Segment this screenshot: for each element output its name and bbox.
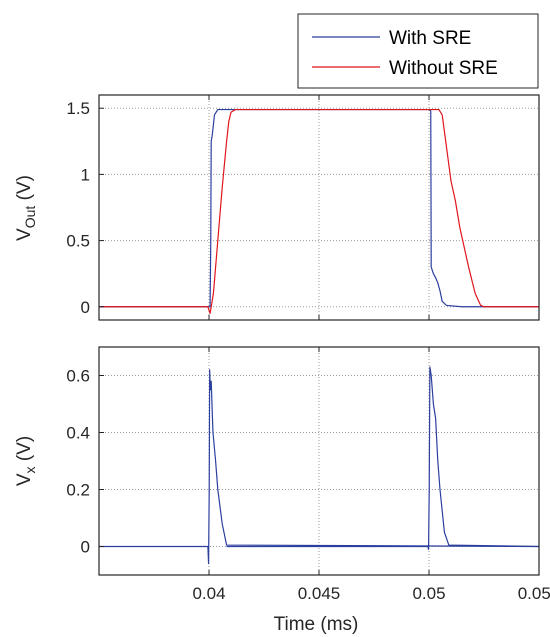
vx-series <box>99 366 540 565</box>
legend-label-with-sre: With SRE <box>389 28 471 49</box>
vx-ticks: 0.04 0.045 0.05 0.055 0 0.2 0.4 0.6 <box>66 347 550 603</box>
legend-label-without-sre: Without SRE <box>389 58 498 79</box>
vx-x-tick-label: 0.055 <box>518 584 550 603</box>
legend-box <box>297 13 539 89</box>
vout-series <box>99 108 539 314</box>
vout-y-tick-label: 1 <box>81 165 90 184</box>
vout-series-with-sre <box>99 108 539 308</box>
vx-x-tick-label: 0.04 <box>192 584 225 603</box>
vx-series-with-sre <box>99 369 540 565</box>
vx-y-axis-label: Vx (V) <box>14 436 38 486</box>
vx-x-tick-label: 0.045 <box>298 584 341 603</box>
vout-y-axis-label: VOut (V) <box>14 175 38 241</box>
vout-y-tick-label: 0 <box>81 298 90 317</box>
vout-ticks: 0 0.5 1 1.5 <box>66 95 540 320</box>
vout-y-tick-label: 0.5 <box>66 232 90 251</box>
vx-series-with-sre-pulse-2 <box>226 366 540 550</box>
vx-y-tick-label: 0 <box>81 538 90 557</box>
vx-y-tick-label: 0.4 <box>66 424 90 443</box>
vout-panel: 0 0.5 1 1.5 VOut (V) <box>14 94 540 321</box>
x-axis-label: Time (ms) <box>274 614 359 635</box>
vx-panel: 0.04 0.045 0.05 0.055 0 0.2 0.4 0.6 Vx (V) Time… <box>14 346 550 635</box>
vout-y-tick-label: 1.5 <box>66 99 90 118</box>
vx-y-tick-label: 0.2 <box>66 481 90 500</box>
vx-x-tick-label: 0.05 <box>412 584 445 603</box>
vx-grid <box>99 347 540 575</box>
vout-series-without-sre <box>99 108 539 314</box>
vx-y-tick-label: 0.6 <box>66 367 90 386</box>
legend: With SRE Without SRE <box>297 13 539 89</box>
